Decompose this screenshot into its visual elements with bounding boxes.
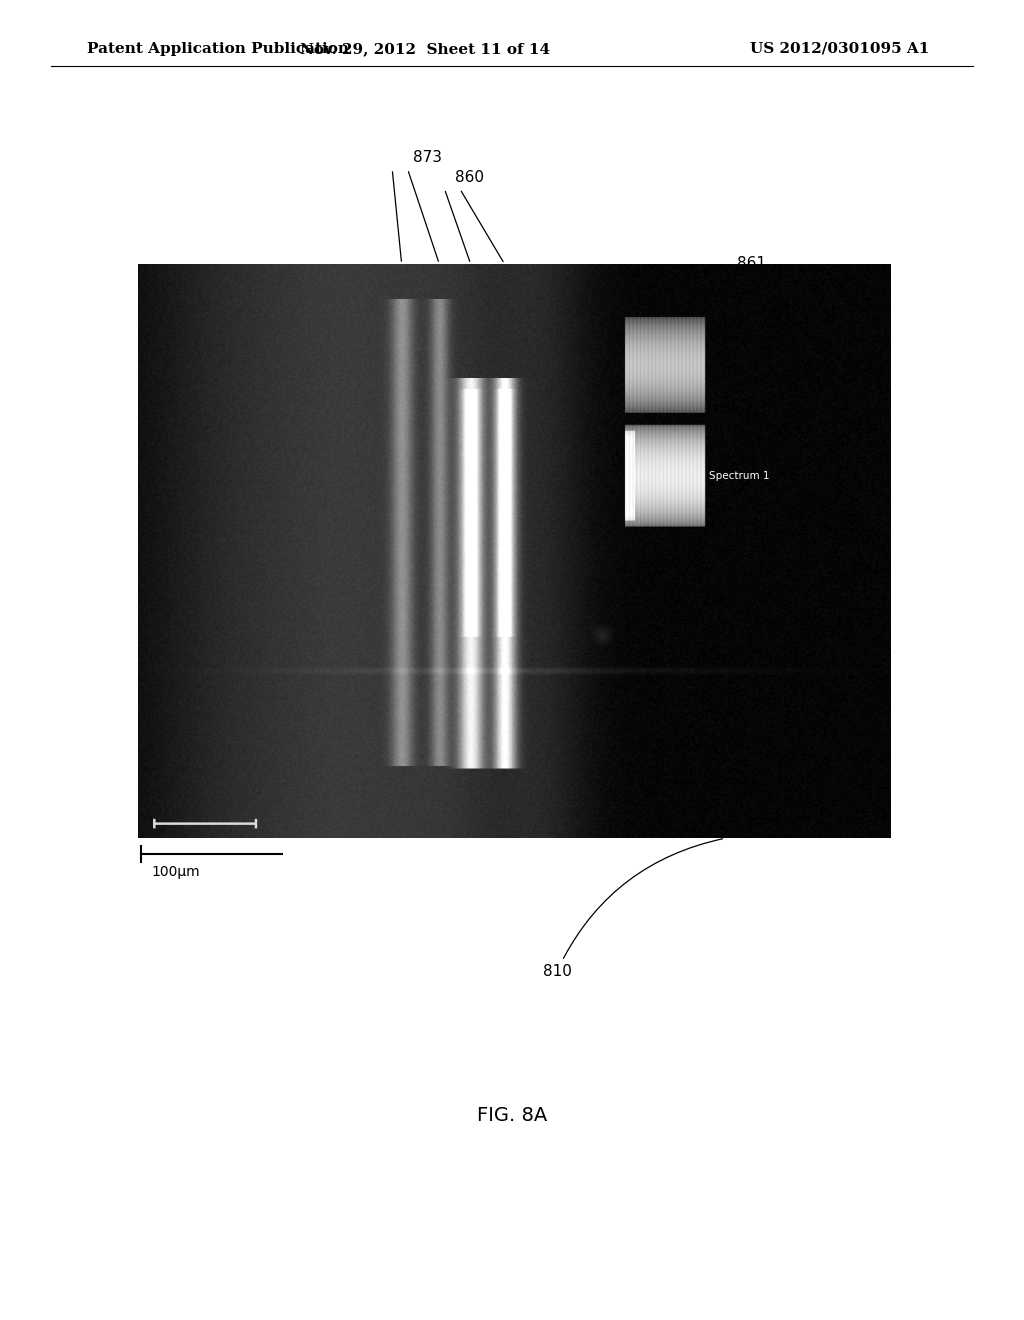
Text: Spectrum 1: Spectrum 1 (709, 471, 769, 482)
Text: 861: 861 (737, 256, 766, 271)
Text: 100μm: 100μm (152, 865, 200, 879)
Text: US 2012/0301095 A1: US 2012/0301095 A1 (750, 42, 930, 55)
Text: 810: 810 (543, 838, 723, 978)
Text: FIG. 8A: FIG. 8A (477, 1106, 547, 1125)
Text: 860: 860 (455, 170, 483, 185)
Text: 873: 873 (413, 150, 441, 165)
Text: Patent Application Publication: Patent Application Publication (87, 42, 349, 55)
Text: Nov. 29, 2012  Sheet 11 of 14: Nov. 29, 2012 Sheet 11 of 14 (300, 42, 550, 55)
